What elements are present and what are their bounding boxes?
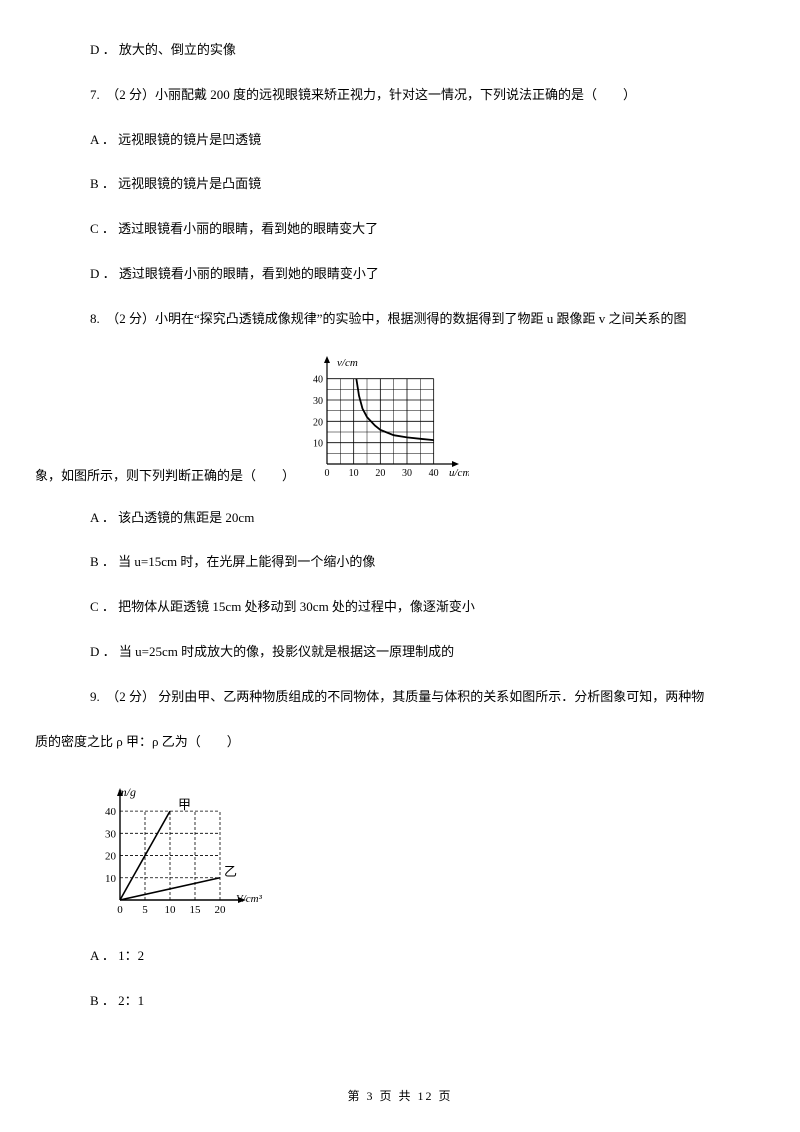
q9-option-b: B ． 2：1 — [35, 991, 765, 1012]
q9-stem-b: 质的密度之比 ρ 甲：ρ 乙为（ ） — [35, 732, 765, 753]
q8-option-a: A ． 该凸透镜的焦距是 20cm — [35, 508, 765, 529]
svg-text:30: 30 — [402, 468, 412, 479]
svg-text:40: 40 — [429, 468, 439, 479]
q8-option-b: B ． 当 u=15cm 时，在光屏上能得到一个缩小的像 — [35, 552, 765, 573]
svg-text:10: 10 — [349, 468, 359, 479]
svg-text:20: 20 — [105, 851, 117, 863]
svg-text:甲: 甲 — [178, 797, 191, 812]
q7-stem: 7. （2 分）小丽配戴 200 度的远视眼镜来矫正视力，针对这一情况，下列说法… — [35, 85, 765, 106]
svg-text:V/cm³: V/cm³ — [236, 893, 263, 905]
q7-option-d: D ． 透过眼镜看小丽的眼睛，看到她的眼睛变小了 — [35, 264, 765, 285]
svg-text:乙: 乙 — [224, 864, 237, 879]
svg-text:10: 10 — [105, 873, 117, 885]
page-footer: 第 3 页 共 12 页 — [0, 1087, 800, 1104]
q8-stem-b: 象，如图所示，则下列判断正确的是（ ） — [35, 465, 295, 484]
svg-text:10: 10 — [165, 904, 177, 916]
svg-text:5: 5 — [142, 904, 148, 916]
q8-option-c: C ． 把物体从距透镜 15cm 处移动到 30cm 处的过程中，像逐渐变小 — [35, 597, 765, 618]
svg-text:v/cm: v/cm — [337, 357, 358, 369]
svg-text:30: 30 — [105, 829, 117, 841]
svg-text:0: 0 — [117, 904, 123, 916]
svg-text:40: 40 — [313, 374, 323, 385]
q9-stem-a: 9. （2 分） 分别由甲、乙两种物质组成的不同物体，其质量与体积的关系如图所示… — [35, 687, 765, 708]
q6-option-d: D ． 放大的、倒立的实像 — [35, 40, 765, 61]
q8-stem-a: 8. （2 分）小明在“探究凸透镜成像规律”的实验中，根据测得的数据得到了物距 … — [35, 309, 765, 330]
q9-option-a: A ． 1：2 — [35, 946, 765, 967]
svg-text:20: 20 — [313, 417, 323, 428]
svg-text:10: 10 — [313, 438, 323, 449]
q7-option-b: B ． 远视眼镜的镜片是凸面镜 — [35, 174, 765, 195]
q9-chart: m/g0510152010203040V/cm³甲乙 — [90, 782, 765, 922]
svg-text:0: 0 — [325, 468, 330, 479]
svg-text:40: 40 — [105, 806, 117, 818]
svg-text:20: 20 — [375, 468, 385, 479]
svg-text:30: 30 — [313, 396, 323, 407]
svg-text:20: 20 — [215, 904, 227, 916]
svg-text:u/cm: u/cm — [449, 467, 469, 479]
q8-option-d: D ． 当 u=25cm 时成放大的像，投影仪就是根据这一原理制成的 — [35, 642, 765, 663]
q7-option-c: C ． 透过眼镜看小丽的眼睛，看到她的眼睛变大了 — [35, 219, 765, 240]
svg-text:15: 15 — [190, 904, 202, 916]
q8-chart: v/cm 0 10 20 30 40 10 20 30 40 u/cm — [299, 354, 469, 484]
q7-option-a: A ． 远视眼镜的镜片是凹透镜 — [35, 130, 765, 151]
